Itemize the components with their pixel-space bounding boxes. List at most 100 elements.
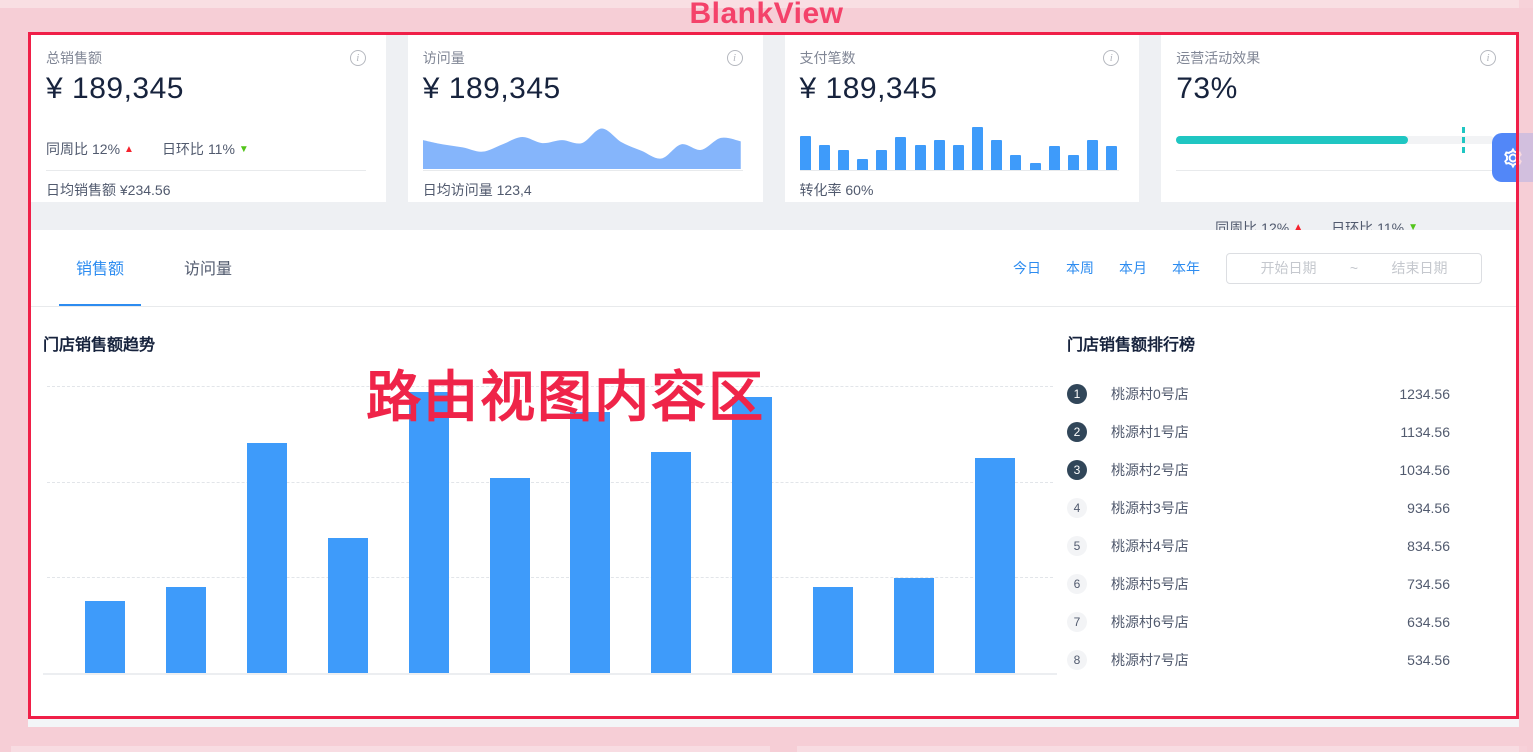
bar — [651, 452, 692, 673]
bar — [570, 411, 611, 673]
store-sales-value: 834.56 — [1407, 538, 1450, 554]
card-footer: 日均销售额 ¥234.56 — [46, 182, 171, 198]
overlay-top-strip — [0, 0, 1533, 8]
bar — [974, 457, 1015, 673]
gridline — [47, 481, 1053, 483]
card-footer: 日均访问量 123,4 — [422, 182, 532, 198]
bar — [85, 601, 126, 673]
mini-area-chart — [422, 123, 741, 170]
rank-badge: 4 — [1067, 498, 1087, 518]
gridline — [47, 577, 1053, 579]
store-sales-value: 634.56 — [1407, 614, 1450, 630]
store-name: 桃源村4号店 — [1111, 538, 1189, 554]
quick-range-link[interactable]: 本周 — [1066, 260, 1094, 276]
info-circle-icon[interactable]: i — [1480, 49, 1496, 66]
progress-fill — [1176, 136, 1409, 144]
main-bar-chart — [43, 386, 1057, 675]
mini-bar — [1087, 140, 1099, 170]
main-bar-chart-plot — [43, 386, 1057, 673]
store-sales-value: 1134.56 — [1400, 424, 1450, 440]
ranking-list: 1 桃源村0号店 1234.56 2 桃源村1号店 1134.56 3 桃源村2号店 1034.… — [1067, 375, 1450, 679]
card-value: ¥ 189,345 — [799, 72, 938, 105]
card-footer: 转化率 60% — [799, 182, 874, 198]
sales-trend-section: 门店销售额趋势 — [31, 307, 1067, 679]
bar — [489, 477, 530, 673]
tab-visits[interactable]: 访问量 — [184, 261, 233, 278]
divider — [799, 170, 1120, 171]
card-value: 73% — [1176, 72, 1238, 105]
rank-badge: 7 — [1067, 612, 1087, 632]
store-name: 桃源村2号店 — [1111, 462, 1189, 478]
bar — [893, 578, 934, 673]
route-view-container: 总销售额 i ¥ 189,345 同周比 12% ▲ 日环比 11% — [28, 32, 1519, 719]
mini-bar — [952, 145, 964, 170]
card-title: 支付笔数 — [799, 49, 856, 66]
rank-badge: 5 — [1067, 536, 1087, 556]
info-circle-icon[interactable]: i — [726, 49, 743, 66]
card-title: 访问量 — [422, 49, 465, 66]
mini-bar — [876, 149, 888, 170]
quick-range-link[interactable]: 本月 — [1119, 260, 1147, 276]
divider — [46, 170, 366, 171]
store-name: 桃源村7号店 — [1111, 652, 1189, 668]
mini-bar — [1067, 154, 1079, 170]
caret-down-icon: ▼ — [1408, 222, 1418, 233]
mini-bar — [972, 127, 984, 170]
mini-bar — [991, 140, 1003, 170]
rank-badge: 3 — [1067, 460, 1087, 480]
store-sales-value: 534.56 — [1407, 652, 1450, 668]
ranking-row: 2 桃源村1号店 1134.56 — [1067, 413, 1450, 451]
card-title: 总销售额 — [46, 49, 102, 66]
mini-bar — [914, 145, 926, 170]
tab-sales[interactable]: 销售额 — [59, 230, 142, 306]
divider — [422, 170, 743, 171]
tabs-bar: 销售额 访问量 今日 本周 本月 本年 开始日期 ~ 结束日期 — [31, 230, 1516, 307]
rank-badge: 8 — [1067, 650, 1087, 670]
card-title: 运营活动效果 — [1176, 49, 1261, 66]
bar — [247, 443, 288, 673]
ranking-row: 3 桃源村2号店 1034.56 — [1067, 451, 1450, 489]
mini-bar — [1029, 163, 1041, 170]
masked-card-hint — [797, 746, 1527, 752]
stat-card-payments: 支付笔数 i ¥ 189,345 转化率 60% — [784, 35, 1140, 202]
ranking-row: 1 桃源村0号店 1234.56 — [1067, 375, 1450, 413]
mini-bar — [933, 140, 945, 170]
info-circle-icon[interactable]: i — [349, 49, 366, 66]
date-range-picker[interactable]: 开始日期 ~ 结束日期 — [1226, 252, 1482, 284]
store-sales-value: 934.56 — [1407, 500, 1450, 516]
mini-bar — [799, 135, 811, 170]
quick-range-link[interactable]: 今日 — [1013, 260, 1041, 276]
stat-card-visits: 访问量 i ¥ 189,345 日均访问量 123,4 — [407, 35, 763, 202]
start-date-placeholder[interactable]: 开始日期 — [1260, 260, 1317, 276]
store-name: 桃源村3号店 — [1111, 500, 1189, 516]
store-name: 桃源村0号店 — [1111, 386, 1189, 402]
rank-badge: 1 — [1067, 384, 1087, 404]
ranking-row: 7 桃源村6号店 634.56 — [1067, 603, 1450, 641]
end-date-placeholder[interactable]: 结束日期 — [1391, 260, 1448, 276]
mini-bar — [857, 158, 869, 170]
progress-bar — [1176, 127, 1494, 153]
trend-week-over-week: 同周比 12% ▲ — [46, 141, 134, 157]
progress-target-marker — [1462, 127, 1466, 153]
stat-card-total-sales: 总销售额 i ¥ 189,345 同周比 12% ▲ 日环比 11% — [31, 35, 386, 202]
sales-panel: 销售额 访问量 今日 本周 本月 本年 开始日期 ~ 结束日期 路由视图内容区 门店销… — [31, 230, 1516, 716]
caret-up-icon: ▲ — [124, 143, 134, 155]
card-value: ¥ 189,345 — [46, 72, 184, 105]
masked-card-hint — [11, 746, 770, 752]
overlay-bottom-lightband — [28, 719, 1519, 727]
ranking-row: 4 桃源村3号店 934.56 — [1067, 489, 1450, 527]
ranking-row: 5 桃源村4号店 834.56 — [1067, 527, 1450, 565]
store-sales-value: 1034.56 — [1399, 462, 1450, 478]
rank-badge: 2 — [1067, 422, 1087, 442]
quick-range-link[interactable]: 本年 — [1172, 260, 1200, 276]
card-value: ¥ 189,345 — [422, 72, 561, 105]
info-circle-icon[interactable]: i — [1103, 49, 1120, 66]
mini-bar — [837, 149, 849, 170]
mini-bar — [1106, 146, 1118, 170]
route-view-border-segment — [1516, 131, 1519, 184]
ranking-row: 8 桃源村7号店 534.56 — [1067, 641, 1450, 679]
mini-bar-chart — [799, 122, 1118, 170]
bar — [732, 397, 773, 673]
bar — [812, 586, 853, 673]
